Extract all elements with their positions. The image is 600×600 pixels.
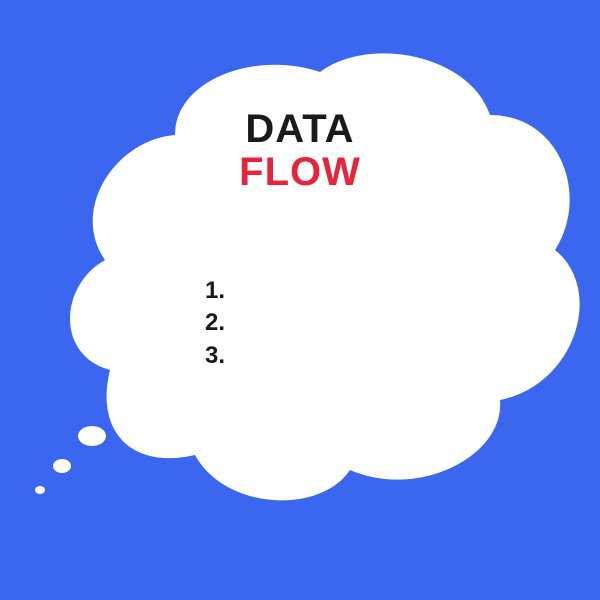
thought-dot-2 <box>53 459 71 473</box>
list-item: 2. <box>205 307 225 339</box>
title: DATA FLOW <box>239 108 361 194</box>
list-item: 1. <box>205 275 225 307</box>
title-line-1: DATA <box>239 108 361 151</box>
canvas: DATA FLOW 1. 2. 3. <box>0 0 600 600</box>
title-line-2: FLOW <box>239 151 361 194</box>
numbered-list: 1. 2. 3. <box>205 275 225 372</box>
thought-dot-3 <box>35 486 45 494</box>
thought-bubble <box>0 0 600 600</box>
thought-dot-1 <box>78 426 106 446</box>
list-item: 3. <box>205 340 225 372</box>
